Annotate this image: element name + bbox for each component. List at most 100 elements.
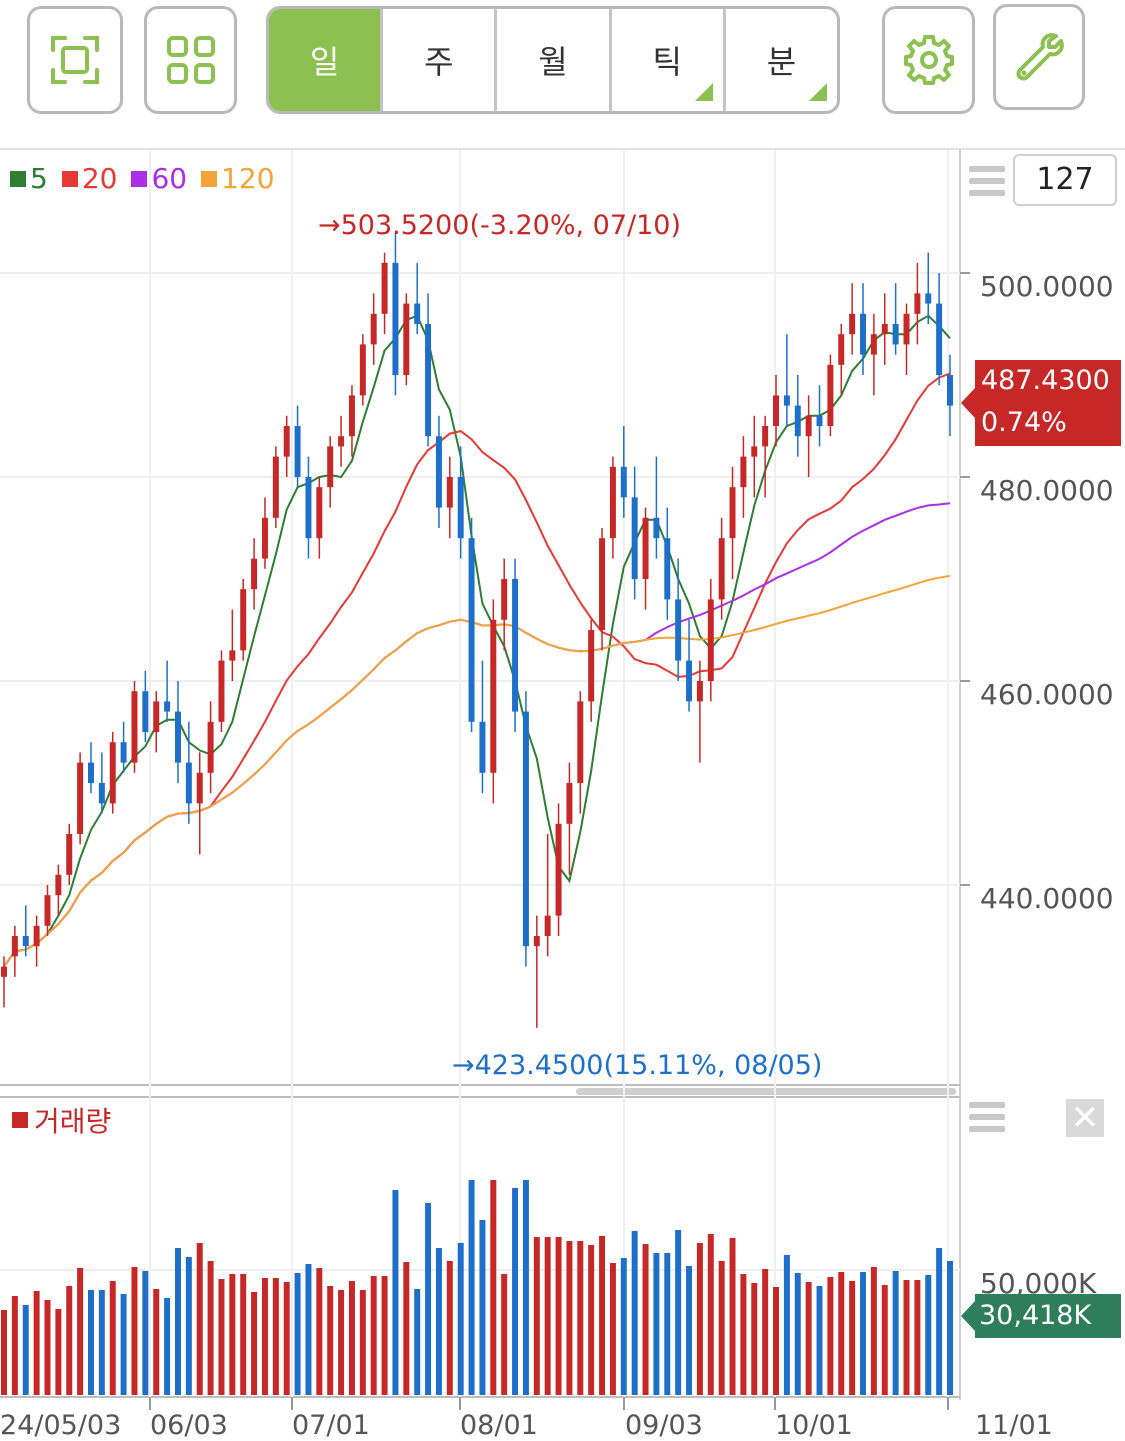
candle-body: [729, 487, 736, 539]
horizontal-scrollbar[interactable]: [576, 1088, 956, 1095]
candle-body: [1, 966, 7, 977]
candle-body: [185, 762, 192, 804]
legend-ma20: 20: [61, 162, 117, 195]
volume-bar: [294, 1273, 301, 1395]
y-axis-label: 500.0000: [980, 270, 1114, 303]
candle-body: [294, 426, 301, 477]
tab-month-label: 월: [538, 43, 568, 81]
volume-bar: [773, 1287, 780, 1395]
volume-bar: [696, 1243, 703, 1395]
volume-panel-menu-icon[interactable]: [969, 1102, 1005, 1138]
tools-button[interactable]: [993, 4, 1085, 110]
layout-button[interactable]: [144, 6, 237, 114]
volume-bar: [827, 1277, 834, 1395]
candle-body: [435, 436, 442, 508]
volume-bar: [185, 1257, 192, 1395]
candle-body: [816, 415, 823, 426]
volume-bar: [490, 1180, 497, 1395]
volume-bar: [501, 1274, 508, 1395]
candle-body: [457, 477, 464, 539]
candle-body: [620, 466, 627, 498]
submenu-corner-icon: [809, 83, 828, 101]
candle-body: [131, 691, 138, 763]
legend-swatch: [12, 1112, 28, 1128]
candle-body: [827, 364, 834, 426]
candle-body: [305, 477, 312, 539]
candle-body: [892, 324, 899, 345]
volume-bar: [881, 1285, 888, 1395]
legend-ma5: 5: [10, 162, 48, 195]
candle-body: [251, 558, 258, 590]
volume-bar: [109, 1281, 116, 1395]
volume-bar: [740, 1274, 747, 1395]
current-price-tag: 487.4300 0.74%: [961, 360, 1121, 446]
tab-tick[interactable]: 틱: [608, 9, 723, 111]
candle-body: [588, 630, 595, 702]
volume-bar: [446, 1261, 453, 1395]
candle-body: [533, 936, 540, 947]
ma-legend: 5 20 60 120: [10, 162, 275, 195]
candle-body: [490, 619, 497, 773]
candle-body: [512, 579, 519, 712]
candle-body: [370, 313, 377, 345]
tab-minute-label: 분: [766, 43, 797, 81]
candle-body: [675, 599, 682, 661]
tab-day[interactable]: 일: [269, 9, 381, 111]
volume-bar: [392, 1190, 399, 1395]
candle-body: [686, 660, 693, 702]
volume-bar: [457, 1243, 464, 1395]
legend-swatch: [201, 170, 218, 187]
candle-body: [446, 477, 453, 508]
tab-day-label: 일: [309, 43, 340, 81]
fullscreen-button[interactable]: [27, 6, 123, 114]
volume-bar: [435, 1248, 442, 1395]
legend-swatch: [10, 170, 26, 187]
volume-bar: [729, 1238, 736, 1395]
candle-body: [718, 538, 725, 600]
volume-bar: [229, 1274, 236, 1395]
volume-bar: [566, 1241, 573, 1395]
candle-body: [849, 313, 856, 335]
candle-body: [164, 701, 171, 712]
candle-body: [153, 701, 160, 732]
volume-bar: [762, 1269, 769, 1395]
volume-bar: [218, 1279, 225, 1395]
candle-body: [403, 303, 410, 375]
tab-week[interactable]: 주: [380, 9, 494, 111]
volume-bar: [936, 1248, 943, 1395]
y-axis-label: 460.0000: [980, 678, 1114, 711]
tab-minute[interactable]: 분: [722, 9, 837, 111]
candle-body: [664, 538, 671, 600]
candle-body: [838, 334, 845, 365]
candle-body: [261, 517, 268, 559]
volume-bar: [174, 1248, 181, 1395]
low-annotation: →423.4500(15.11%, 08/05): [452, 1050, 822, 1081]
candle-body: [207, 721, 214, 773]
tab-month[interactable]: 월: [494, 9, 608, 111]
candle-body: [925, 293, 932, 304]
candle-body: [914, 293, 921, 314]
price-panel-menu-icon[interactable]: [969, 166, 1005, 202]
candle-body: [642, 517, 649, 579]
candle-body: [468, 538, 475, 722]
settings-button[interactable]: [882, 6, 975, 114]
candle-body: [740, 456, 747, 488]
candle-body: [805, 415, 812, 437]
candle-count-input[interactable]: 127: [1013, 154, 1117, 206]
legend-ma120: 120: [201, 162, 275, 195]
candle-body: [522, 711, 529, 947]
candle-body: [392, 262, 399, 375]
candle-body: [327, 446, 334, 488]
x-axis-label: 09/03: [625, 1410, 703, 1441]
volume-bar: [947, 1261, 953, 1395]
candle-body: [577, 701, 584, 783]
volume-bar: [414, 1289, 421, 1395]
candle-body: [479, 721, 486, 773]
x-axis-label: 07/01: [292, 1410, 370, 1441]
candle-body: [425, 324, 432, 437]
candle-body: [566, 783, 573, 824]
candle-body: [794, 405, 801, 437]
close-volume-panel-icon[interactable]: ✕: [1066, 1099, 1104, 1137]
volume-bar: [327, 1286, 334, 1395]
